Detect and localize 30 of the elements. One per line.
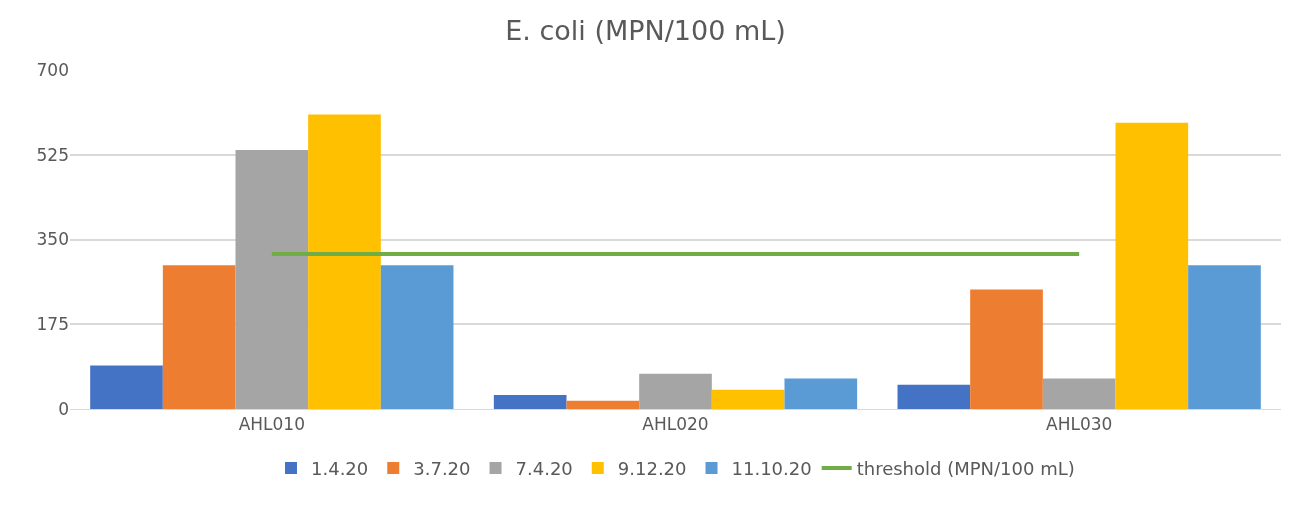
y-tick-label: 525 [36,144,69,165]
bar [235,149,309,409]
legend-label: 1.4.20 [311,457,369,479]
y-tick-label: 0 [58,398,69,419]
bar [784,378,858,409]
bar [90,365,163,409]
y-tick-label: 700 [36,59,69,80]
legend-label: 11.10.20 [731,457,812,479]
x-tick-label: AHL030 [1046,414,1113,435]
y-tick-label: 175 [36,314,69,335]
bar [639,373,712,409]
bar [493,394,567,409]
bar [1188,265,1261,409]
legend-label: 3.7.20 [413,457,471,479]
bar [566,400,640,409]
bar [380,265,454,409]
x-tick-label: AHL010 [238,414,305,435]
bar [897,384,971,409]
bar [970,289,1043,409]
legend-label: threshold (MPN/100 mL) [856,457,1075,479]
bar [308,114,381,409]
bar [162,265,236,409]
bar [1115,122,1189,409]
bar [711,389,785,409]
legend-label: 9.12.20 [617,457,687,479]
chart-title: E. coli (MPN/100 mL) [505,15,786,47]
bar [1042,378,1116,409]
legend-label: 7.4.20 [515,457,573,479]
x-tick-label: AHL020 [642,414,709,435]
y-tick-label: 350 [36,229,69,250]
